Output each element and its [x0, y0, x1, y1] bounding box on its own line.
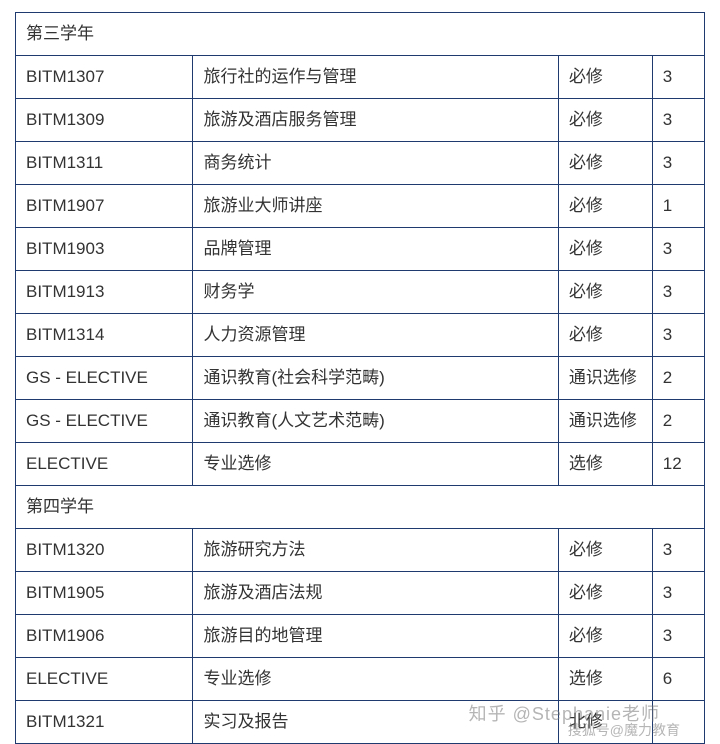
cell-name: 实习及报告 — [193, 701, 558, 744]
cell-type: 选修 — [558, 443, 652, 486]
table-row: ELECTIVE专业选修选修6 — [16, 658, 705, 701]
cell-type: 必修 — [558, 572, 652, 615]
cell-credit: 3 — [652, 314, 704, 357]
cell-type: 必修 — [558, 56, 652, 99]
curriculum-table: 第三学年BITM1307旅行社的运作与管理必修3BITM1309旅游及酒店服务管… — [15, 12, 705, 744]
cell-credit: 3 — [652, 529, 704, 572]
cell-code: BITM1320 — [16, 529, 193, 572]
cell-code: GS - ELECTIVE — [16, 357, 193, 400]
cell-credit: 3 — [652, 142, 704, 185]
cell-name: 旅游及酒店服务管理 — [193, 99, 558, 142]
cell-name: 旅游目的地管理 — [193, 615, 558, 658]
cell-credit: 3 — [652, 228, 704, 271]
table-row: BITM1906旅游目的地管理必修3 — [16, 615, 705, 658]
cell-type: 必修 — [558, 314, 652, 357]
cell-type: 选修 — [558, 658, 652, 701]
cell-code: BITM1311 — [16, 142, 193, 185]
cell-name: 旅游业大师讲座 — [193, 185, 558, 228]
table-row: BITM1903品牌管理必修3 — [16, 228, 705, 271]
cell-code: BITM1307 — [16, 56, 193, 99]
table-row: BITM1905旅游及酒店法规必修3 — [16, 572, 705, 615]
table-row: BITM1907旅游业大师讲座必修1 — [16, 185, 705, 228]
table-row: BITM1913财务学必修3 — [16, 271, 705, 314]
cell-name: 专业选修 — [193, 658, 558, 701]
table-row: ELECTIVE专业选修选修12 — [16, 443, 705, 486]
cell-name: 旅游及酒店法规 — [193, 572, 558, 615]
cell-code: BITM1314 — [16, 314, 193, 357]
cell-credit — [652, 701, 704, 744]
cell-credit: 3 — [652, 99, 704, 142]
cell-type: 必修 — [558, 142, 652, 185]
cell-code: BITM1906 — [16, 615, 193, 658]
cell-code: ELECTIVE — [16, 443, 193, 486]
cell-name: 品牌管理 — [193, 228, 558, 271]
cell-code: BITM1907 — [16, 185, 193, 228]
cell-type: 必修 — [558, 615, 652, 658]
cell-name: 人力资源管理 — [193, 314, 558, 357]
cell-type: 北修 — [558, 701, 652, 744]
table-row: BITM1314人力资源管理必修3 — [16, 314, 705, 357]
cell-type: 必修 — [558, 228, 652, 271]
cell-name: 旅游研究方法 — [193, 529, 558, 572]
table-row: GS - ELECTIVE通识教育(人文艺术范畴)通识选修2 — [16, 400, 705, 443]
section-header: 第三学年 — [16, 13, 705, 56]
section-title: 第三学年 — [16, 13, 705, 56]
cell-type: 通识选修 — [558, 400, 652, 443]
table-row: BITM1311商务统计必修3 — [16, 142, 705, 185]
cell-name: 财务学 — [193, 271, 558, 314]
cell-credit: 2 — [652, 400, 704, 443]
cell-name: 专业选修 — [193, 443, 558, 486]
cell-credit: 3 — [652, 271, 704, 314]
curriculum-table-container: 第三学年BITM1307旅行社的运作与管理必修3BITM1309旅游及酒店服务管… — [0, 0, 720, 744]
cell-credit: 12 — [652, 443, 704, 486]
cell-code: BITM1913 — [16, 271, 193, 314]
cell-credit: 3 — [652, 56, 704, 99]
section-header: 第四学年 — [16, 486, 705, 529]
cell-credit: 1 — [652, 185, 704, 228]
table-row: BITM1307旅行社的运作与管理必修3 — [16, 56, 705, 99]
cell-type: 必修 — [558, 271, 652, 314]
cell-code: BITM1905 — [16, 572, 193, 615]
cell-name: 旅行社的运作与管理 — [193, 56, 558, 99]
cell-code: ELECTIVE — [16, 658, 193, 701]
cell-credit: 2 — [652, 357, 704, 400]
cell-type: 必修 — [558, 185, 652, 228]
cell-code: GS - ELECTIVE — [16, 400, 193, 443]
table-row: BITM1309旅游及酒店服务管理必修3 — [16, 99, 705, 142]
table-row: BITM1321实习及报告北修 — [16, 701, 705, 744]
cell-name: 商务统计 — [193, 142, 558, 185]
cell-code: BITM1903 — [16, 228, 193, 271]
table-row: GS - ELECTIVE通识教育(社会科学范畴)通识选修2 — [16, 357, 705, 400]
cell-credit: 6 — [652, 658, 704, 701]
cell-type: 必修 — [558, 99, 652, 142]
cell-type: 通识选修 — [558, 357, 652, 400]
cell-credit: 3 — [652, 615, 704, 658]
cell-name: 通识教育(社会科学范畴) — [193, 357, 558, 400]
cell-code: BITM1321 — [16, 701, 193, 744]
cell-type: 必修 — [558, 529, 652, 572]
cell-code: BITM1309 — [16, 99, 193, 142]
table-row: BITM1320旅游研究方法必修3 — [16, 529, 705, 572]
cell-credit: 3 — [652, 572, 704, 615]
cell-name: 通识教育(人文艺术范畴) — [193, 400, 558, 443]
section-title: 第四学年 — [16, 486, 705, 529]
